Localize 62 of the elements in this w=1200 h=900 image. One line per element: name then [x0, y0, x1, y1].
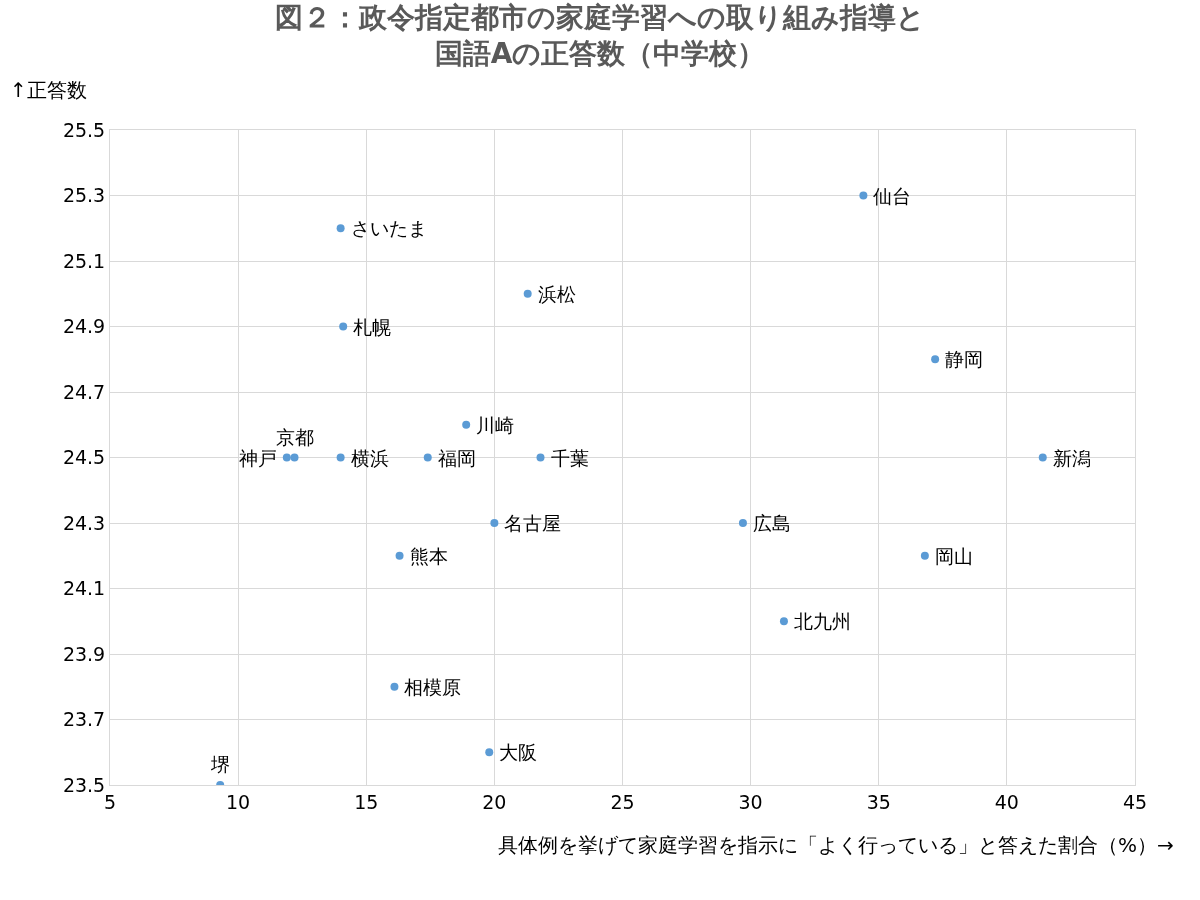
- point: [779, 617, 788, 626]
- annotation: 川崎: [476, 414, 514, 436]
- annotation: 福岡: [438, 447, 476, 469]
- y-tick-label: 25.1: [62, 249, 106, 272]
- y-axis-title: ↑正答数: [10, 78, 87, 102]
- point: [490, 519, 499, 527]
- y-tick-label: 23.9: [62, 642, 106, 665]
- x-tick-label: 10: [226, 790, 251, 813]
- point: [462, 420, 471, 429]
- x-tick-label: 15: [354, 790, 379, 813]
- point: [536, 453, 545, 462]
- y-tick-label: 25.5: [62, 118, 106, 141]
- y-tick-label: 23.5: [62, 773, 106, 796]
- annotation: 熊本: [410, 545, 448, 567]
- y-tick-label: 24.1: [62, 577, 106, 600]
- annotation: 横浜: [351, 447, 389, 469]
- point: [395, 551, 404, 560]
- annotation: 札幌: [353, 316, 391, 338]
- y-tick-label: 24.7: [62, 380, 106, 403]
- point: [282, 453, 291, 462]
- annotation: 大阪: [499, 741, 537, 763]
- point: [920, 551, 929, 560]
- point: [290, 453, 299, 462]
- x-tick-label: 40: [994, 790, 1019, 813]
- annotation: 静岡: [945, 348, 983, 370]
- x-axis-title: 具体例を挙げて家庭学習を指示に「よく行っている」と答えた割合（%）→: [498, 833, 1174, 857]
- annotation: 相模原: [404, 676, 461, 698]
- y-tick-label: 25.3: [62, 184, 106, 207]
- annotation: 堺: [210, 753, 230, 775]
- annotation: 神戸: [239, 447, 277, 469]
- y-tick-label: 24.9: [62, 315, 106, 338]
- point: [423, 453, 432, 462]
- x-tick-label: 5: [103, 790, 117, 813]
- y-tick-label: 24.5: [62, 446, 106, 469]
- annotation: 広島: [753, 512, 791, 534]
- point: [1038, 453, 1047, 462]
- annotation: 北九州: [794, 610, 851, 632]
- point: [336, 453, 345, 462]
- annotation: 名古屋: [504, 512, 561, 534]
- annotation: 岡山: [935, 545, 973, 567]
- chart-title: 図２：政令指定都市の家庭学習への取り組み指導と国語Aの正答数（中学校）: [275, 1, 925, 71]
- point: [390, 682, 399, 691]
- point: [336, 224, 345, 233]
- point: [859, 191, 868, 200]
- x-tick-label: 20: [482, 790, 507, 813]
- x-tick-label: 30: [738, 790, 763, 813]
- x-tick-label: 35: [866, 790, 891, 813]
- annotation: 新潟: [1053, 447, 1091, 469]
- annotation: 京都: [276, 426, 314, 448]
- point: [523, 289, 532, 298]
- y-tick-label: 23.7: [62, 708, 106, 731]
- y-tick-label: 24.3: [62, 511, 106, 534]
- annotation: 仙台: [873, 185, 911, 207]
- point: [931, 355, 940, 364]
- x-tick-label: 45: [1122, 790, 1148, 813]
- x-tick-label: 25: [610, 790, 635, 813]
- point: [339, 322, 348, 331]
- point: [485, 748, 494, 757]
- annotation: さいたま: [351, 217, 427, 239]
- annotation: 千葉: [551, 447, 589, 469]
- point: [738, 519, 747, 527]
- annotation: 浜松: [538, 283, 576, 305]
